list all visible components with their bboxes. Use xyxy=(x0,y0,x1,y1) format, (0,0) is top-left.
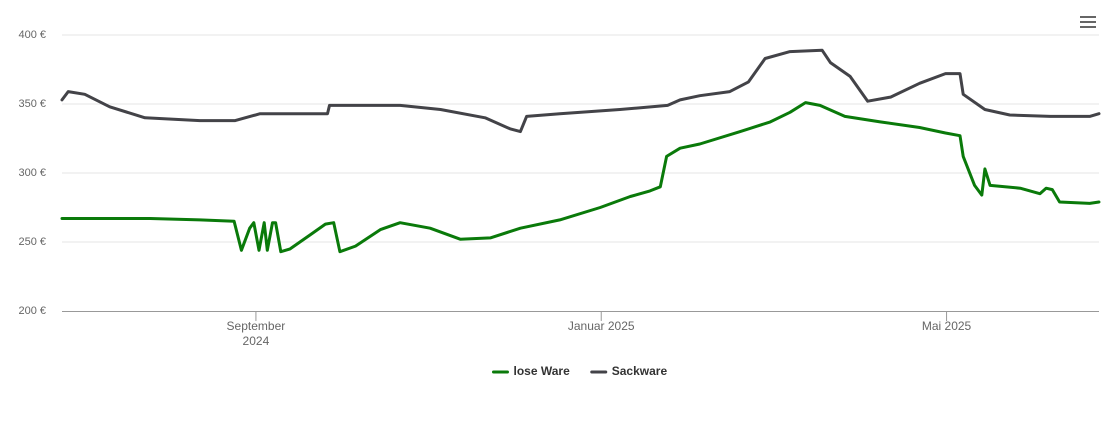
menu-button[interactable] xyxy=(1080,16,1096,28)
menu-bar xyxy=(1080,16,1096,18)
x-tick-label: September 2024 xyxy=(226,319,286,348)
y-tick-label: 200 € xyxy=(18,305,46,317)
x-tick-label: Januar 2025 xyxy=(567,319,635,333)
menu-bar xyxy=(1080,26,1096,28)
legend-label: lose Ware xyxy=(514,364,571,378)
menu-bar xyxy=(1080,21,1096,23)
y-tick-label: 400 € xyxy=(18,29,46,41)
legend-label: Sackware xyxy=(612,364,668,378)
y-tick-label: 250 € xyxy=(18,236,46,248)
y-tick-label: 350 € xyxy=(18,98,46,110)
x-tick-label: Mai 2025 xyxy=(921,319,972,333)
y-tick-label: 300 € xyxy=(18,167,46,179)
series-line xyxy=(60,101,1101,254)
series-line xyxy=(60,48,1101,134)
legend: lose Ware Sackware xyxy=(492,364,668,378)
